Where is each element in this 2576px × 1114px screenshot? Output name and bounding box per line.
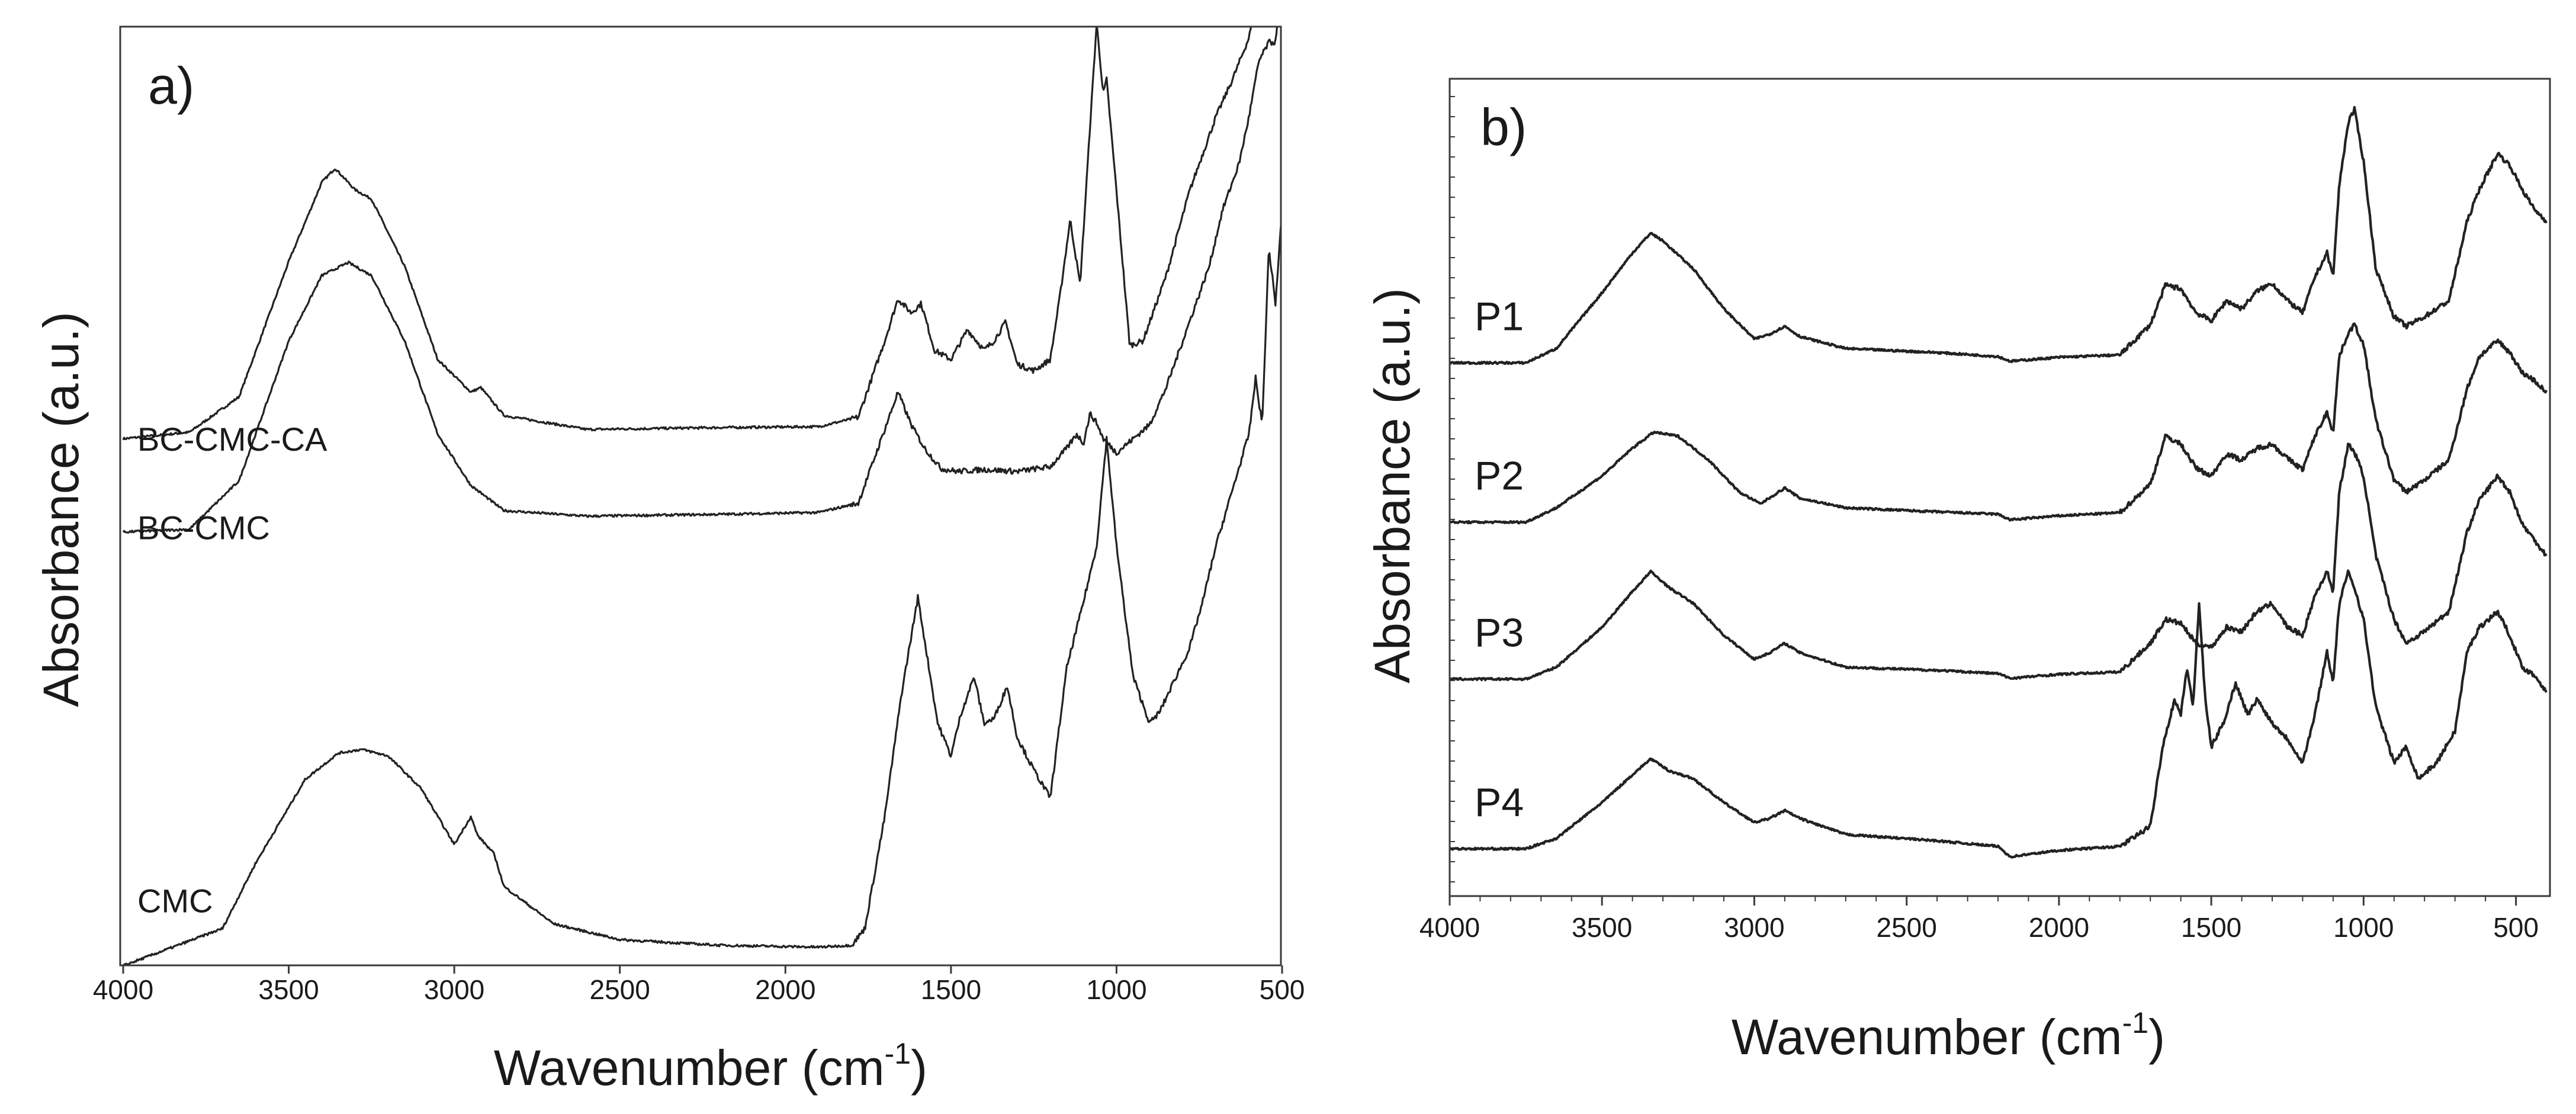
- panel-b-x-tick-label-1500: 1500: [2181, 912, 2241, 943]
- panel-b-label: b): [1480, 98, 1527, 156]
- panel-b-series-line-p3: [1450, 442, 2548, 682]
- panel-b-series-label-p1: P1: [1475, 294, 1524, 339]
- panel-a-x-axis-title: Wavenumber (cm-1): [494, 1037, 927, 1096]
- panel-b-series-label-p4: P4: [1475, 780, 1524, 825]
- panel-a-x-tick-label-1500: 1500: [921, 974, 981, 1005]
- panel-b-x-tick-label-2000: 2000: [2029, 912, 2089, 943]
- panel-a-series-label-bc-cmc-ca: BC-CMC-CA: [137, 420, 327, 458]
- panel-a-series-label-bc-cmc: BC-CMC: [137, 509, 270, 547]
- panel-b-x-tick-label-3000: 3000: [1724, 912, 1784, 943]
- panel-b: 4000 3500 3000 2500 2000 1500 1000 500 b) Waven…: [1364, 78, 2551, 1065]
- panel-a-series-group: [122, 27, 1281, 965]
- panel-a: 4000 3500 3000 2500 2000 1500 1000 500 a) Waven…: [33, 25, 1305, 1096]
- panel-a-series-label-cmc: CMC: [137, 882, 213, 920]
- panel-b-x-tick-label-500: 500: [2493, 912, 2539, 943]
- panel-b-x-tick-label-2500: 2500: [1877, 912, 1937, 943]
- panel-b-plot-frame: [1448, 78, 2551, 897]
- panel-b-x-tick-label-1000: 1000: [2333, 912, 2394, 943]
- panel-b-series-line-p2: [1450, 322, 2548, 525]
- panel-b-x-tick-label-3500: 3500: [1572, 912, 1632, 943]
- panel-b-series-line-p1: [1450, 105, 2548, 365]
- panel-b-series-line-p4: [1450, 569, 2548, 859]
- panel-b-tick-group: 4000 3500 3000 2500 2000 1500 1000 500: [1419, 96, 2539, 943]
- panel-b-x-axis-title: Wavenumber (cm-1): [1732, 1006, 2165, 1065]
- panel-b-series-label-p3: P3: [1475, 611, 1524, 656]
- panel-a-x-tick-label-3000: 3000: [424, 974, 484, 1005]
- panel-a-plot-frame: [119, 25, 1282, 967]
- panel-a-x-tick-label-2500: 2500: [590, 974, 650, 1005]
- panel-a-x-tick-label-500: 500: [1260, 974, 1305, 1005]
- panel-a-x-tick-label-4000: 4000: [93, 974, 153, 1005]
- panel-b-series-group: [1450, 105, 2548, 859]
- panel-a-x-tick-label-3500: 3500: [258, 974, 319, 1005]
- panel-a-series-line-cmc: [122, 219, 1281, 965]
- panel-b-x-tick-label-4000: 4000: [1419, 912, 1480, 943]
- panel-a-label: a): [148, 56, 194, 115]
- panel-a-x-tick-label-2000: 2000: [755, 974, 815, 1005]
- panel-a-x-tick-label-1000: 1000: [1086, 974, 1146, 1005]
- panel-a-series-line-bc-cmc-ca: [122, 27, 1252, 441]
- panel-b-series-label-p2: P2: [1475, 454, 1524, 499]
- panel-b-y-axis-title: Absorbance (a.u.): [1364, 288, 1420, 683]
- panel-a-series-line-bc-cmc: [122, 27, 1278, 534]
- panel-a-tick-group: 4000 3500 3000 2500 2000 1500 1000 500: [93, 965, 1305, 1005]
- panel-a-y-axis-title: Absorbance (a.u.): [33, 312, 89, 707]
